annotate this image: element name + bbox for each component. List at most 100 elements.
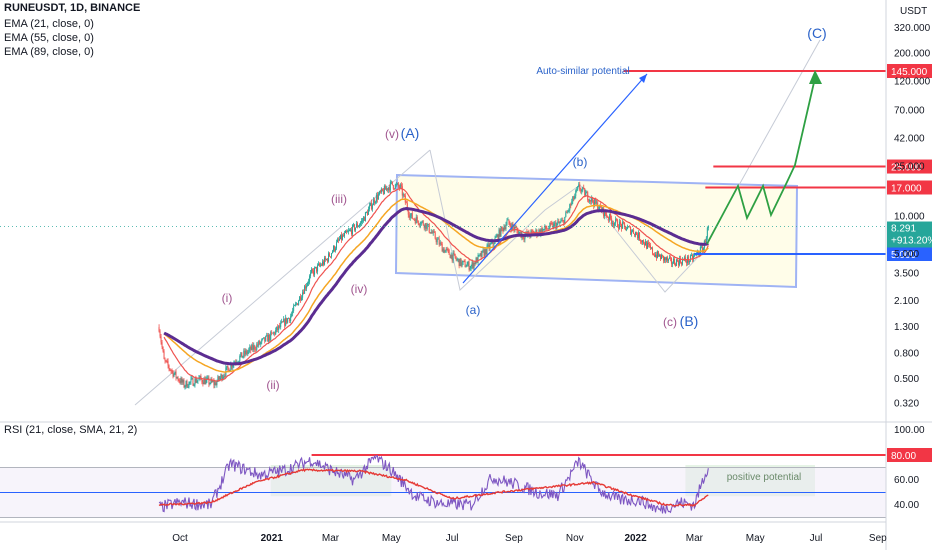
candle-body [240,352,242,357]
candle-body [639,232,641,241]
candle-body [585,192,587,196]
candle-body [403,194,405,196]
candle-body [452,252,454,261]
candle-body [636,232,638,235]
candle-body [274,332,276,335]
candle-body [201,379,203,383]
candle-body [246,350,248,354]
candle-body [568,210,570,212]
ema89-legend: EMA (89, close, 0) [4,46,94,58]
candle-body [503,227,505,231]
level-tag [887,64,932,78]
candle-body [661,254,663,256]
candle-body [387,187,389,191]
candle-body [294,305,296,306]
candle-body [256,344,258,350]
candle-body [670,258,672,264]
candle-body [436,239,438,243]
price-tick-label: 70.000 [894,106,925,117]
candle-body [681,259,683,265]
candle-body [361,220,363,222]
candle-body [700,246,702,248]
candle-body [266,335,268,337]
candle-body [555,222,557,229]
time-tick-label: Sep [869,533,887,544]
candle-body [616,219,618,221]
candle-body [290,316,292,321]
wave-label: (b) [573,155,588,169]
candle-body [405,202,407,204]
candle-body [461,262,463,266]
candle-body [199,375,201,378]
wave-label: (C) [807,25,826,41]
candle-body [498,229,500,240]
candle-body [612,222,614,224]
candle-body [224,375,226,377]
candle-body [654,254,656,257]
candle-body [213,381,215,386]
candle-body [464,261,466,268]
candle-body [678,258,680,266]
candle-body [420,221,422,225]
candle-body [326,259,328,260]
candle-body [178,380,180,382]
arrow-head-icon [639,74,647,83]
candle-body [466,264,468,267]
candle-body [398,186,400,188]
rsi-highlight-box [685,465,816,497]
candle-body [550,223,552,224]
candle-body [251,344,253,351]
wave-label: (i) [222,291,233,305]
candle-body [630,226,632,235]
candle-body [525,231,527,235]
candle-body [535,229,537,233]
candle-body [509,223,511,226]
candle-body [177,377,179,381]
candle-body [187,387,189,388]
candle-body [412,218,414,220]
price-tick-label: 42.000 [894,133,925,144]
candle-body [621,224,623,229]
candle-body [472,262,474,268]
candle-body [544,225,546,230]
candle-body [427,224,429,225]
candle-body [572,196,574,202]
candle-body [364,212,366,221]
candle-body [252,344,254,350]
candle-body [505,224,507,229]
candle-body [474,262,476,265]
candle-body [381,188,383,191]
candle-body [191,378,193,380]
candle-body [431,232,433,234]
candle-body [371,205,373,209]
candle-body [181,378,183,383]
price-tick-label: 10.000 [894,211,925,222]
candle-body [640,240,642,242]
candle-body [346,231,348,233]
candle-body [463,260,465,262]
wave-label: (v) [385,127,399,141]
candle-body [599,204,601,210]
candle-body [638,232,640,239]
candle-body [354,227,356,231]
candle-body [351,225,353,235]
candle-body [273,332,275,334]
candle-body [196,380,198,383]
candle-body [451,254,453,261]
candle-body [446,248,448,250]
candle-body [540,228,542,235]
candle-body [625,225,627,231]
candle-body [705,237,707,243]
candle-body [280,322,282,328]
candle-body [400,184,402,187]
candle-body [590,199,592,202]
candle-body [460,258,462,266]
time-tick-label: May [382,533,401,544]
candle-body [332,251,334,254]
candle-body [455,257,457,260]
candle-body [435,238,437,243]
candle-body [580,189,582,192]
candle-body [402,194,404,196]
candle-body [277,326,279,330]
